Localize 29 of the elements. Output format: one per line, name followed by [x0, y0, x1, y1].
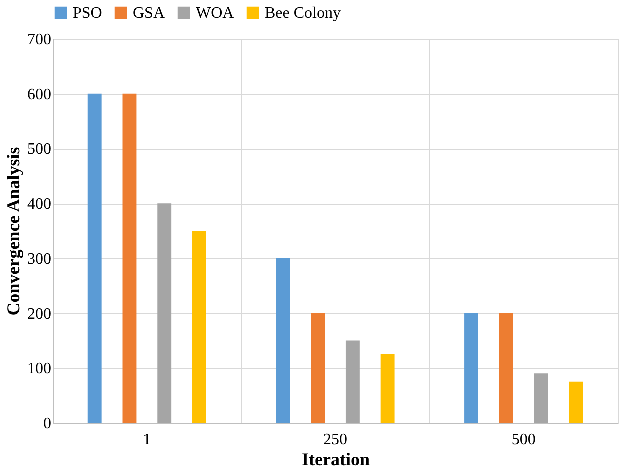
bar	[158, 204, 172, 423]
bar	[311, 313, 326, 423]
y-axis-title: Convergence Analysis	[4, 147, 24, 316]
bar	[276, 258, 290, 423]
bar	[534, 374, 548, 423]
y-tick-label: 0	[44, 416, 52, 432]
y-tick-label: 200	[28, 306, 52, 323]
bar	[569, 382, 584, 423]
y-tick-label: 100	[28, 360, 52, 378]
bar	[192, 231, 206, 423]
legend-label: PSO	[73, 5, 102, 22]
bar	[499, 313, 514, 423]
bar	[122, 94, 137, 423]
legend-label: WOA	[196, 5, 235, 22]
x-tick-label: 1	[143, 432, 152, 448]
x-axis-title: Iteration	[302, 450, 370, 470]
y-tick-label: 700	[28, 32, 52, 48]
x-tick-label: 500	[512, 432, 536, 448]
y-tick-label: 400	[28, 196, 52, 214]
y-tick-label: 500	[28, 141, 52, 158]
bar	[346, 340, 360, 423]
bar	[88, 94, 102, 423]
bar	[380, 354, 395, 423]
legend-label: Bee Colony	[265, 5, 341, 22]
legend-label: GSA	[133, 5, 166, 22]
y-tick-label: 600	[28, 86, 52, 104]
bar	[464, 313, 478, 423]
x-tick-label: 250	[324, 432, 348, 448]
y-tick-label: 300	[28, 250, 52, 268]
